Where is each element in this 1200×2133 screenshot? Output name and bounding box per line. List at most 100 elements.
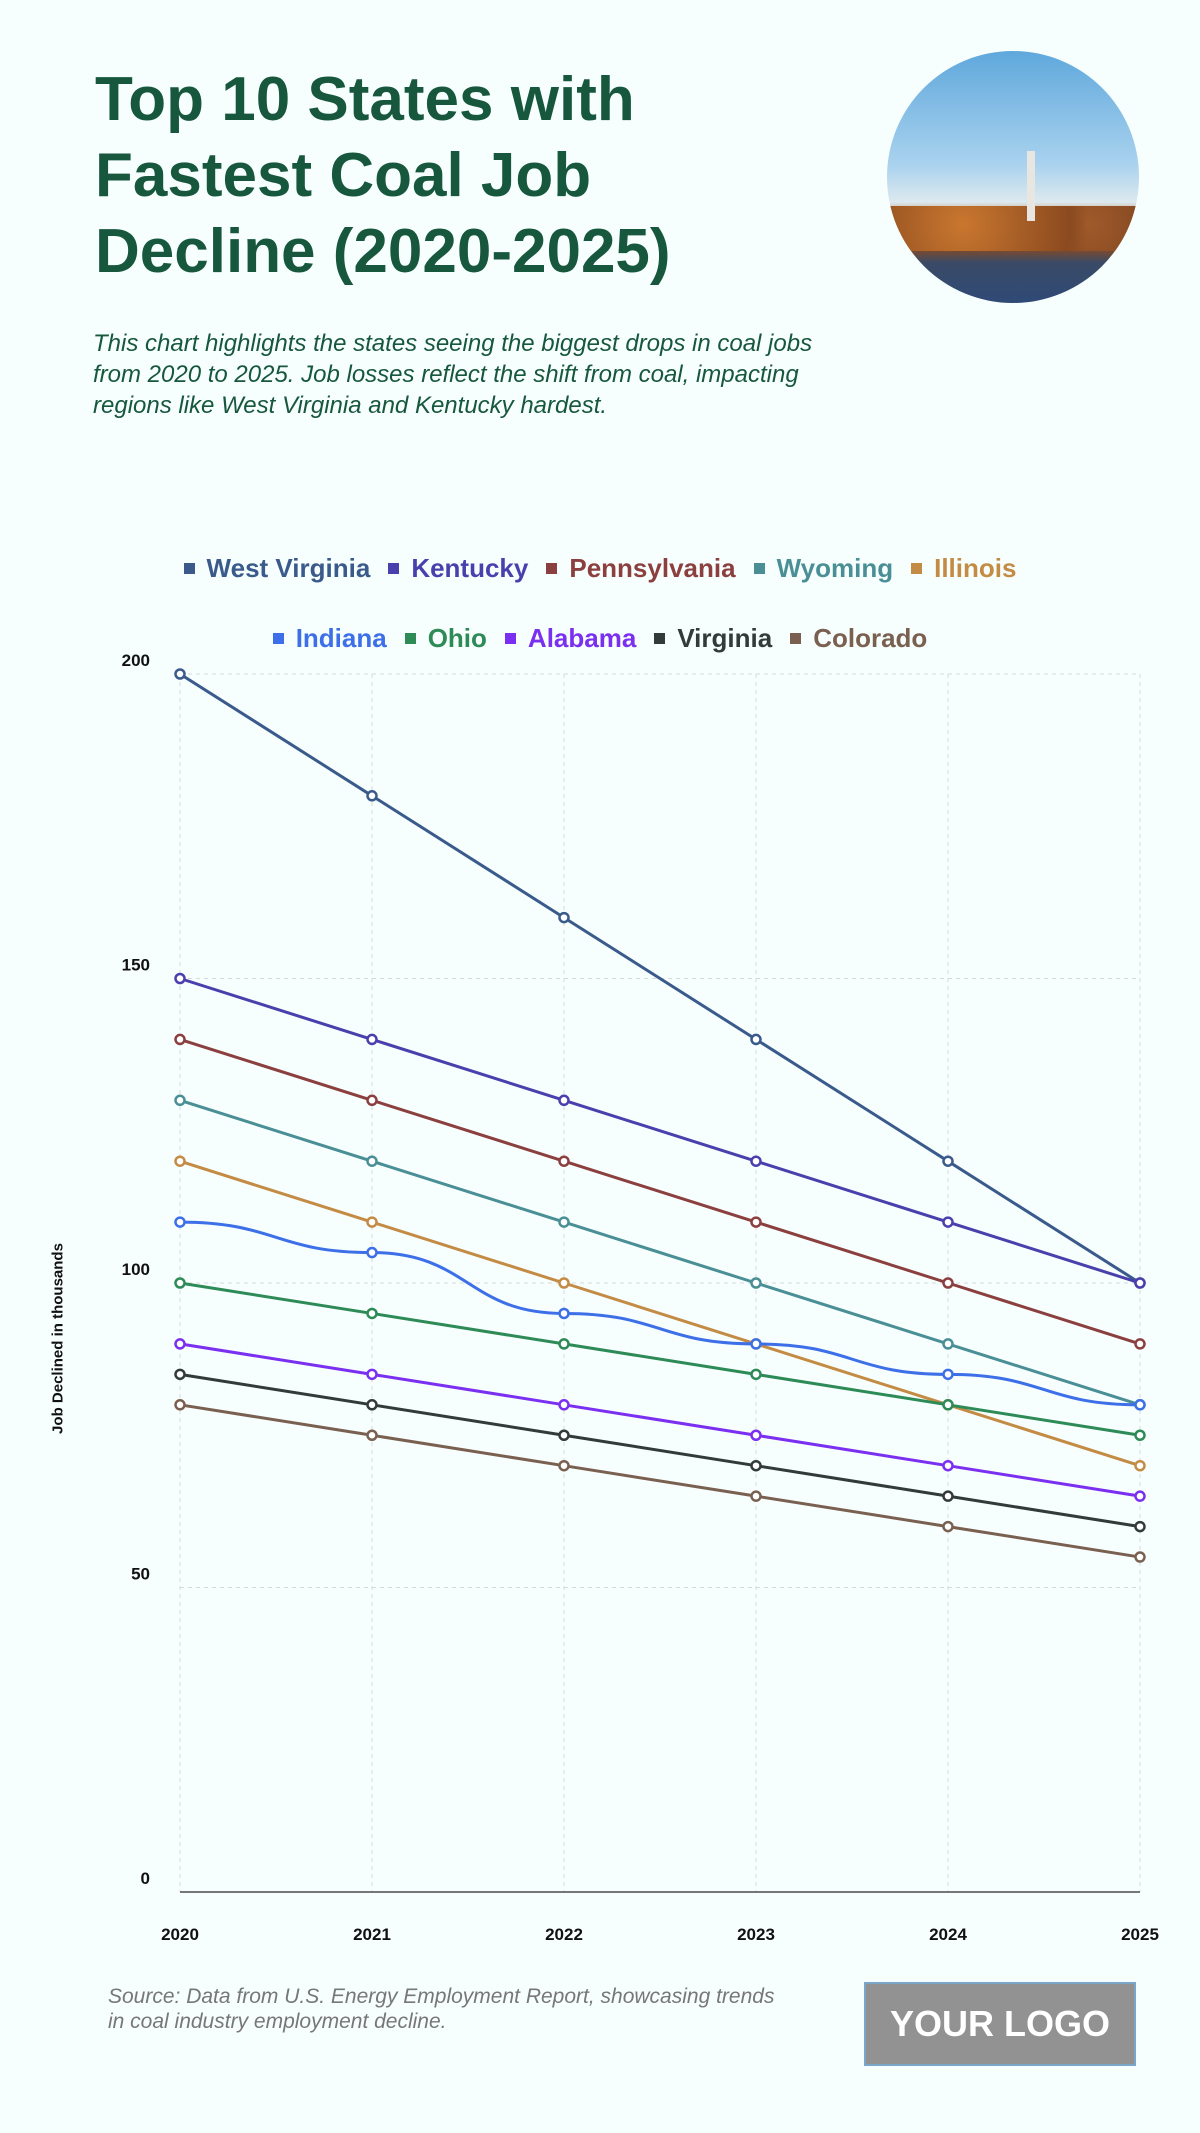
data-point (366, 1155, 378, 1167)
data-point (942, 1399, 954, 1411)
legend-swatch-icon (753, 563, 765, 574)
data-point (750, 1338, 762, 1350)
series-line-ohio (179, 1281, 1141, 1437)
data-point (558, 1307, 570, 1320)
x-tick-label: 2024 (929, 1925, 967, 1944)
data-point (1134, 1459, 1146, 1472)
series-line-wyoming (179, 1098, 1141, 1407)
legend-swatch-icon (790, 633, 802, 644)
data-point (942, 1459, 954, 1472)
legend-item[interactable]: West Virginia (183, 553, 371, 584)
legend-item[interactable]: Kentucky (388, 553, 528, 584)
data-point (558, 1459, 570, 1472)
data-point (750, 1277, 762, 1289)
data-point (558, 1216, 570, 1228)
series-line-illinois (179, 1159, 1141, 1468)
logo-placeholder: YOUR LOGO (864, 1982, 1136, 2066)
data-point (750, 1429, 762, 1441)
legend-swatch-icon (654, 633, 666, 644)
legend-label: Colorado (813, 623, 928, 653)
data-point (366, 1307, 378, 1320)
x-tick-label: 2022 (545, 1925, 583, 1944)
y-tick-label: 150 (122, 956, 150, 975)
source-note: Source: Data from U.S. Energy Employment… (108, 1985, 775, 2033)
line-chart: 0 50 100 150 200 2020 2021 2022 2023 2024 2025 (122, 651, 1159, 1944)
y-tick-label: 0 (141, 1869, 150, 1888)
data-point (750, 1155, 762, 1167)
data-point (366, 1399, 378, 1411)
x-tick-label: 2025 (1121, 1925, 1159, 1944)
series-line-colorado (179, 1403, 1141, 1559)
data-point (558, 1155, 570, 1167)
legend-item[interactable]: Virginia (654, 623, 772, 654)
series-line-pennsylvania (179, 1037, 1141, 1346)
data-point (942, 1155, 954, 1167)
data-point (1134, 1490, 1146, 1502)
legend-label: West Virginia (206, 553, 371, 583)
legend-item[interactable]: Illinois (911, 553, 1016, 584)
y-tick-label: 100 (122, 1260, 150, 1279)
legend-row-1: West Virginia Kentucky Pennsylvania Wyoming… (0, 553, 1200, 584)
data-point (750, 1490, 762, 1502)
legend-label: Indiana (295, 623, 387, 653)
legend-label: Ohio (427, 623, 487, 653)
x-tick-label: 2020 (161, 1925, 199, 1944)
x-tick-label: 2021 (353, 1925, 391, 1944)
legend-swatch-icon (183, 563, 195, 574)
data-point (174, 1155, 186, 1167)
page-title: Top 10 States with Fastest Coal Job Decl… (95, 65, 671, 286)
x-tick-label: 2023 (737, 1925, 775, 1944)
data-point (174, 972, 186, 985)
data-point (942, 1520, 954, 1533)
data-point (174, 1368, 186, 1381)
legend-swatch-icon (388, 563, 400, 574)
data-point (750, 1368, 762, 1381)
data-point (558, 1094, 570, 1107)
data-point (174, 1094, 186, 1107)
legend-swatch-icon (504, 633, 516, 644)
legend-label: Wyoming (776, 553, 894, 583)
series-line-west-virginia (179, 672, 1141, 1285)
power-plant-photo (887, 51, 1139, 303)
legend-item[interactable]: Ohio (404, 623, 487, 654)
series-line-virginia (179, 1372, 1141, 1529)
legend-row-2: Indiana Ohio Alabama Virginia Colorado (0, 623, 1200, 654)
legend-label: Pennsylvania (569, 553, 736, 583)
data-point (942, 1368, 954, 1381)
data-point (558, 1429, 570, 1441)
legend-item[interactable]: Pennsylvania (546, 553, 736, 584)
data-point (1134, 1338, 1146, 1350)
data-point (942, 1490, 954, 1502)
legend-item[interactable]: Wyoming (753, 553, 894, 584)
data-point (558, 1338, 570, 1350)
series-line-alabama (179, 1342, 1141, 1498)
legend-label: Illinois (934, 553, 1017, 583)
y-tick-label: 50 (131, 1565, 150, 1584)
data-point (174, 1033, 186, 1046)
legend-item[interactable]: Colorado (790, 623, 927, 654)
series-line-kentucky (179, 977, 1141, 1285)
legend-label: Alabama (527, 623, 637, 653)
legend-item[interactable]: Alabama (504, 623, 637, 654)
data-point (174, 1338, 186, 1350)
data-point (942, 1216, 954, 1228)
data-point (174, 1216, 186, 1228)
data-point (174, 668, 186, 680)
series-line-indiana (179, 1220, 1141, 1407)
legend-swatch-icon (272, 633, 284, 644)
data-point (174, 1399, 186, 1411)
photo-trees (887, 206, 1139, 251)
legend-item[interactable]: Indiana (272, 623, 387, 654)
legend-label: Kentucky (411, 553, 529, 583)
data-point (366, 1033, 378, 1046)
data-point (558, 1399, 570, 1411)
legend-swatch-icon (546, 563, 558, 574)
data-point (942, 1277, 954, 1289)
data-point (1134, 1520, 1146, 1533)
data-point (558, 1277, 570, 1289)
legend-swatch-icon (404, 633, 416, 644)
data-point (366, 790, 378, 802)
data-point (750, 1216, 762, 1228)
photo-smokestack (1027, 151, 1035, 221)
